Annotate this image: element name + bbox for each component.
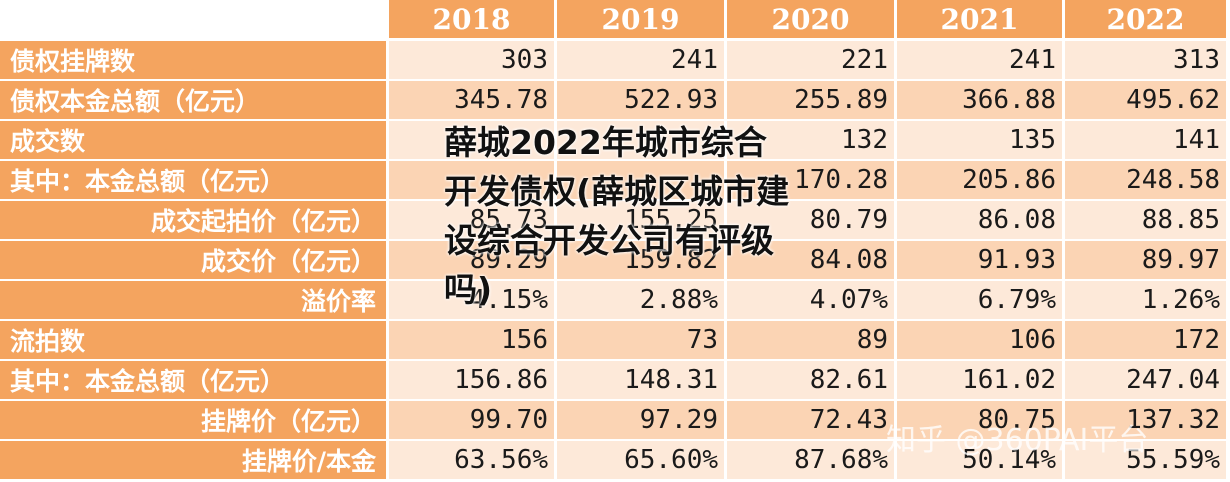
table-cell: 366.88 bbox=[897, 81, 1062, 119]
table-cell: 80.75 bbox=[897, 401, 1062, 439]
table-cell: 172 bbox=[1065, 321, 1226, 359]
table-cell: 73 bbox=[557, 321, 724, 359]
watermark: 知乎 @360PAI平台 bbox=[886, 423, 1149, 458]
table-cell: 82.61 bbox=[727, 361, 894, 399]
table-cell: 50.14% bbox=[897, 441, 1062, 479]
table-cell: 159.82 bbox=[557, 241, 724, 279]
row-label: 债权本金总额（亿元） bbox=[0, 81, 386, 119]
table-cell: 88.85 bbox=[1065, 201, 1226, 239]
table-cell: 155.25 bbox=[557, 201, 724, 239]
table-cell: 6.79% bbox=[897, 281, 1062, 319]
table-cell: 137.32 bbox=[1065, 401, 1226, 439]
table-cell: 522.93 bbox=[557, 81, 724, 119]
table-cell: 313 bbox=[1065, 41, 1226, 79]
table-cell: 86.08 bbox=[897, 201, 1062, 239]
header-corner bbox=[0, 0, 386, 38]
table-cell: 148.31 bbox=[557, 361, 724, 399]
column-header-2021: 2021 bbox=[897, 0, 1062, 38]
column-header-2018: 2018 bbox=[389, 0, 554, 38]
table-cell: 255.89 bbox=[727, 81, 894, 119]
table-cell: 89.97 bbox=[1065, 241, 1226, 279]
table-cell: 85.73 bbox=[389, 201, 554, 239]
table-cell bbox=[557, 161, 724, 199]
row-label: 成交价（亿元） bbox=[0, 241, 386, 279]
table-cell: 4.15% bbox=[389, 281, 554, 319]
table-cell: 2.88% bbox=[557, 281, 724, 319]
table-cell: 65.60% bbox=[557, 441, 724, 479]
table-cell: 161.02 bbox=[897, 361, 1062, 399]
overlay-title: 薛城2022年城市综合开发债权(薛城区城市建设综合开发公司有评级吗) bbox=[444, 123, 790, 309]
table-cell: 248.58 bbox=[1065, 161, 1226, 199]
table-cell: 55.59% bbox=[1065, 441, 1226, 479]
table-cell bbox=[389, 121, 554, 159]
row-label: 其中：本金总额（亿元） bbox=[0, 361, 386, 399]
row-label: 溢价率 bbox=[0, 281, 386, 319]
row-label: 挂牌价（亿元） bbox=[0, 401, 386, 439]
row-label: 其中：本金总额（亿元） bbox=[0, 161, 386, 199]
table-cell: 141 bbox=[1065, 121, 1226, 159]
table-cell: 156 bbox=[389, 321, 554, 359]
table-cell: 72.43 bbox=[727, 401, 894, 439]
table-cell: 97.29 bbox=[557, 401, 724, 439]
table-cell: 345.78 bbox=[389, 81, 554, 119]
table-cell: 84.08 bbox=[727, 241, 894, 279]
table-cell: 99.70 bbox=[389, 401, 554, 439]
table-cell bbox=[389, 161, 554, 199]
table-cell: 132 bbox=[727, 121, 894, 159]
table-cell: 135 bbox=[897, 121, 1062, 159]
table-cell: 63.56% bbox=[389, 441, 554, 479]
table-cell: 156.86 bbox=[389, 361, 554, 399]
table-cell: 241 bbox=[897, 41, 1062, 79]
table-cell: 89 bbox=[727, 321, 894, 359]
table-cell: 1.26% bbox=[1065, 281, 1226, 319]
row-label: 成交数 bbox=[0, 121, 386, 159]
table-cell: 87.68% bbox=[727, 441, 894, 479]
row-label: 成交起拍价（亿元） bbox=[0, 201, 386, 239]
column-header-2020: 2020 bbox=[727, 0, 894, 38]
table-cell: 205.86 bbox=[897, 161, 1062, 199]
table-cell: 221 bbox=[727, 41, 894, 79]
table-cell: 80.79 bbox=[727, 201, 894, 239]
column-header-2022: 2022 bbox=[1065, 0, 1226, 38]
table-cell: 170.28 bbox=[727, 161, 894, 199]
table-cell: 247.04 bbox=[1065, 361, 1226, 399]
table-cell: 4.07% bbox=[727, 281, 894, 319]
table-cell: 495.62 bbox=[1065, 81, 1226, 119]
table-cell: 241 bbox=[557, 41, 724, 79]
row-label: 挂牌价/本金 bbox=[0, 441, 386, 479]
column-header-2019: 2019 bbox=[557, 0, 724, 38]
row-label: 流拍数 bbox=[0, 321, 386, 359]
table-cell bbox=[557, 121, 724, 159]
row-label: 债权挂牌数 bbox=[0, 41, 386, 79]
table-cell: 106 bbox=[897, 321, 1062, 359]
table-cell: 89.29 bbox=[389, 241, 554, 279]
table-cell: 91.93 bbox=[897, 241, 1062, 279]
table-cell: 303 bbox=[389, 41, 554, 79]
